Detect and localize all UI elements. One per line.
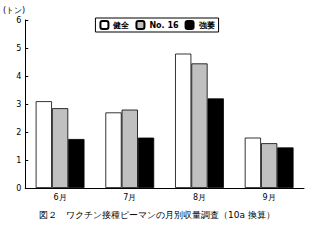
- svg-text:No. 16: No. 16: [149, 21, 179, 30]
- svg-text:6: 6: [16, 16, 21, 25]
- svg-text:(トン): (トン): [3, 6, 25, 15]
- svg-text:5: 5: [16, 44, 21, 53]
- svg-text:健全: 健全: [112, 21, 130, 30]
- svg-text:0: 0: [16, 184, 21, 193]
- svg-text:7月: 7月: [123, 193, 136, 202]
- svg-text:6月: 6月: [54, 193, 67, 202]
- svg-text:1: 1: [16, 156, 21, 165]
- svg-text:8月: 8月: [193, 193, 206, 202]
- svg-text:3: 3: [16, 100, 21, 109]
- svg-text:9月: 9月: [263, 193, 276, 202]
- svg-text:図２ ワクチン接種ピーマンの月別収量調査（10a 換算）: 図２ ワクチン接種ピーマンの月別収量調査（10a 換算）: [39, 210, 275, 220]
- svg-text:4: 4: [16, 72, 21, 81]
- svg-text:2: 2: [16, 128, 21, 137]
- svg-text:強萎: 強萎: [199, 21, 215, 30]
